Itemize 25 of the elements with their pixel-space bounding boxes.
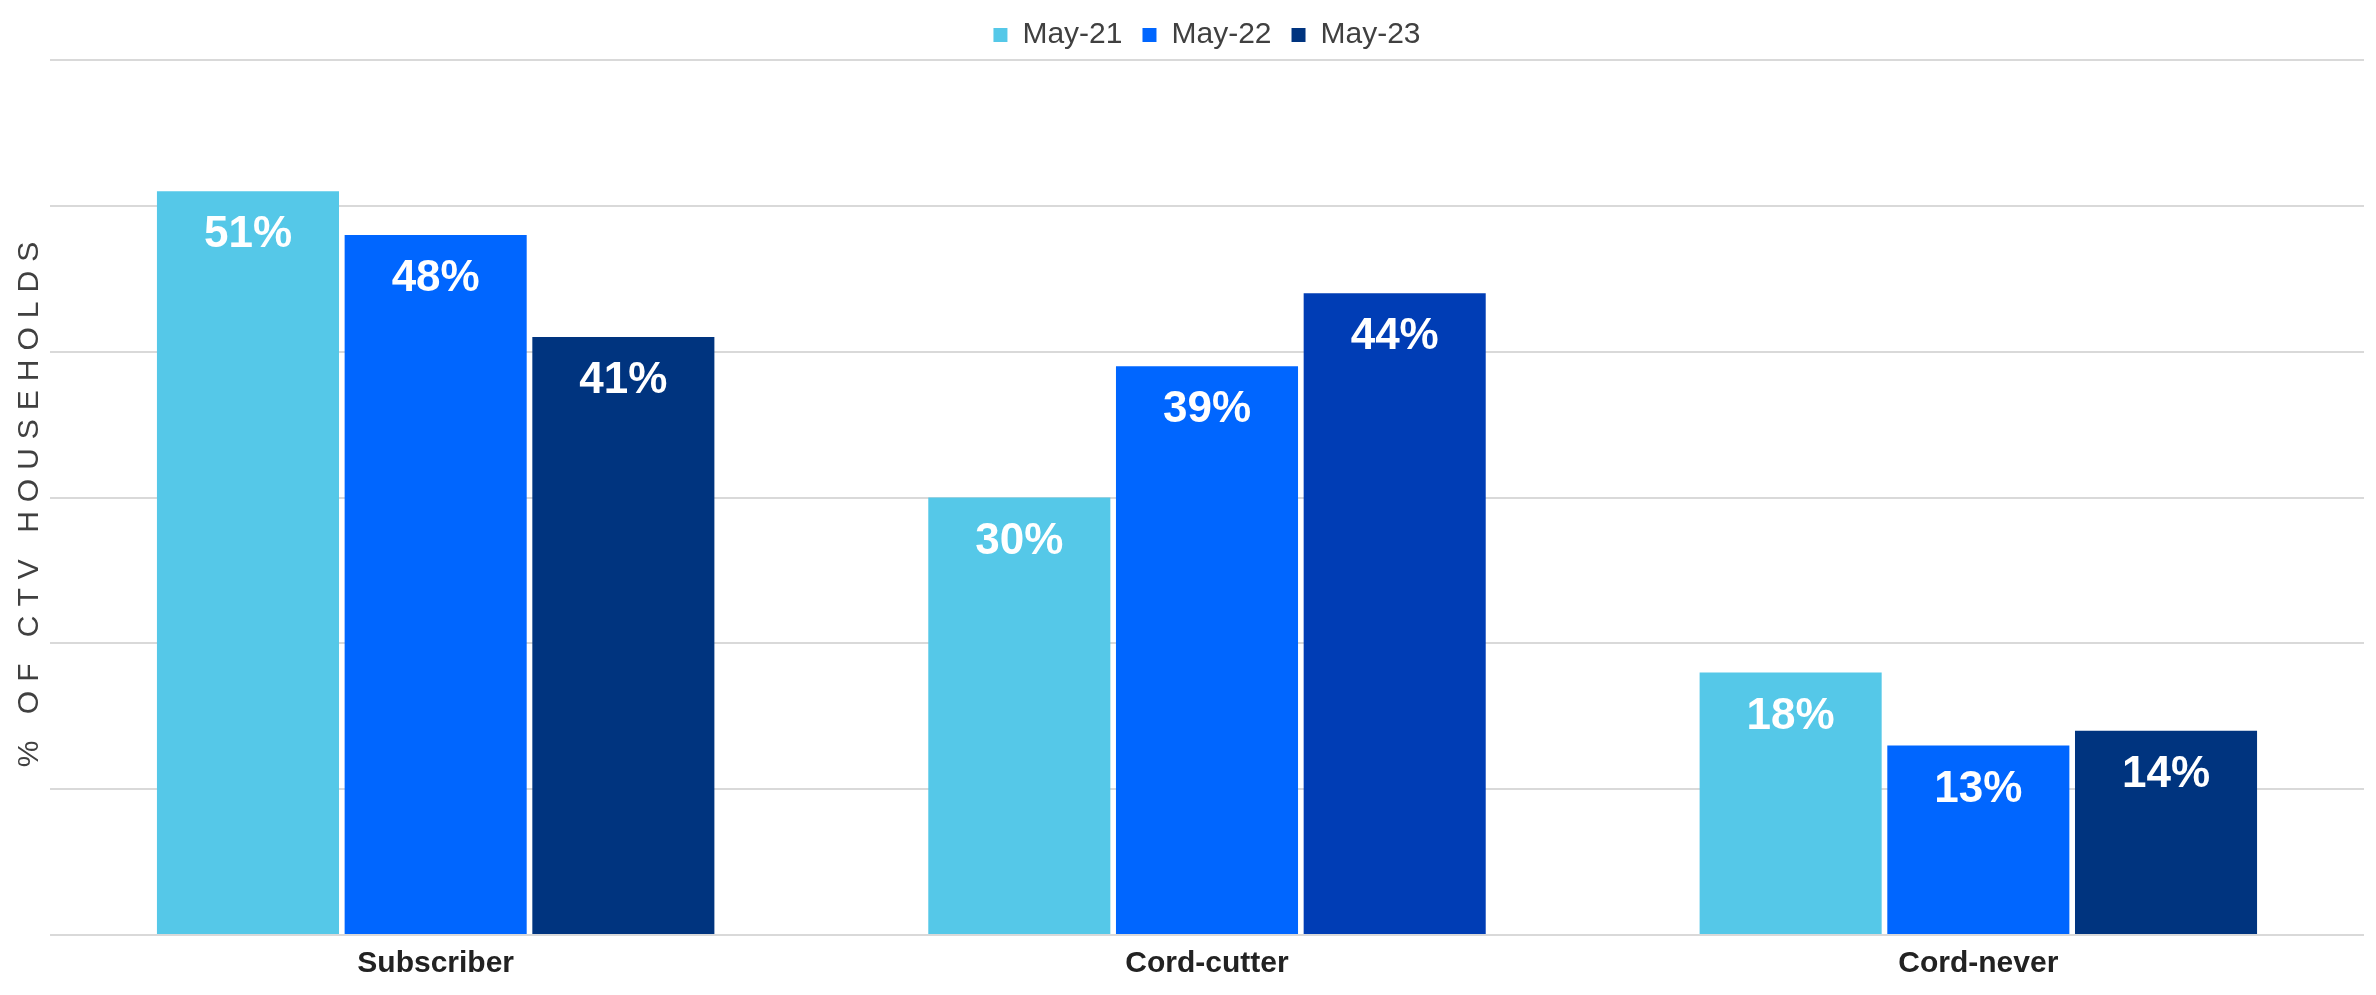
data-label: 41% xyxy=(579,353,668,403)
y-axis-title: % OF CTV HOUSEHOLDS xyxy=(11,232,45,768)
data-label: 39% xyxy=(1162,382,1252,432)
data-label: 30% xyxy=(975,513,1064,563)
legend-label: May-21 xyxy=(1022,16,1123,50)
data-label: 14% xyxy=(2121,746,2211,796)
bar xyxy=(1303,293,1486,934)
bar xyxy=(344,235,527,934)
legend-label: May-22 xyxy=(1171,16,1272,50)
data-label: 13% xyxy=(1934,761,2023,811)
data-label: 44% xyxy=(1350,309,1439,359)
bar xyxy=(156,191,340,934)
data-label: 48% xyxy=(391,251,480,301)
bar xyxy=(1699,672,1882,934)
x-tick-label: Cord-never xyxy=(1898,945,2059,979)
bar xyxy=(928,497,1111,934)
bar xyxy=(1887,745,2070,934)
data-label: 18% xyxy=(1746,688,1835,738)
legend-label: May-23 xyxy=(1320,16,1421,50)
x-tick-label: Cord-cutter xyxy=(1125,945,1289,979)
bar xyxy=(532,337,715,934)
bar xyxy=(1115,366,1299,934)
data-label: 51% xyxy=(203,207,293,257)
bar xyxy=(2074,730,2258,934)
x-tick-label: Subscriber xyxy=(357,945,515,979)
